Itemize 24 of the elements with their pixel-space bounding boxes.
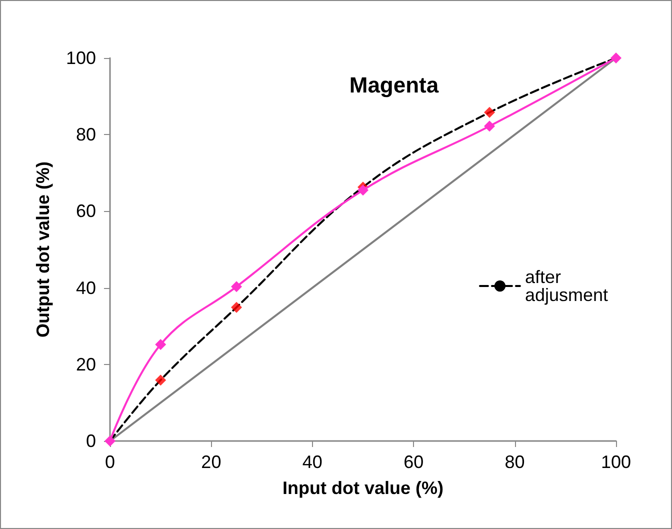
y-tick-label: 80 xyxy=(76,124,96,145)
point xyxy=(610,52,622,64)
y-tick-label: 0 xyxy=(86,431,96,451)
y-tick-label: 60 xyxy=(76,201,96,222)
x-tick-label: 0 xyxy=(104,452,116,472)
y-tick-label: 40 xyxy=(76,278,96,298)
y-axis-title: Output dot value (%) xyxy=(33,162,53,338)
x-tick-label: 80 xyxy=(504,452,525,472)
point xyxy=(231,302,242,313)
x-tick-label: 100 xyxy=(600,452,632,472)
x-tick-label: 40 xyxy=(302,452,322,472)
x-axis-title: Input dot value (%) xyxy=(282,478,444,498)
point xyxy=(484,120,495,132)
point xyxy=(231,281,242,292)
point xyxy=(484,106,495,118)
point xyxy=(155,338,166,350)
x-tick-label: 60 xyxy=(404,452,424,472)
x-tick-label: 20 xyxy=(201,452,222,472)
point xyxy=(155,374,166,386)
y-tick-label: 100 xyxy=(66,48,96,68)
point xyxy=(358,184,368,196)
legend-label: after adjusment xyxy=(524,267,608,305)
y-tick-label: 20 xyxy=(76,354,96,374)
text: Magenta xyxy=(349,72,440,98)
